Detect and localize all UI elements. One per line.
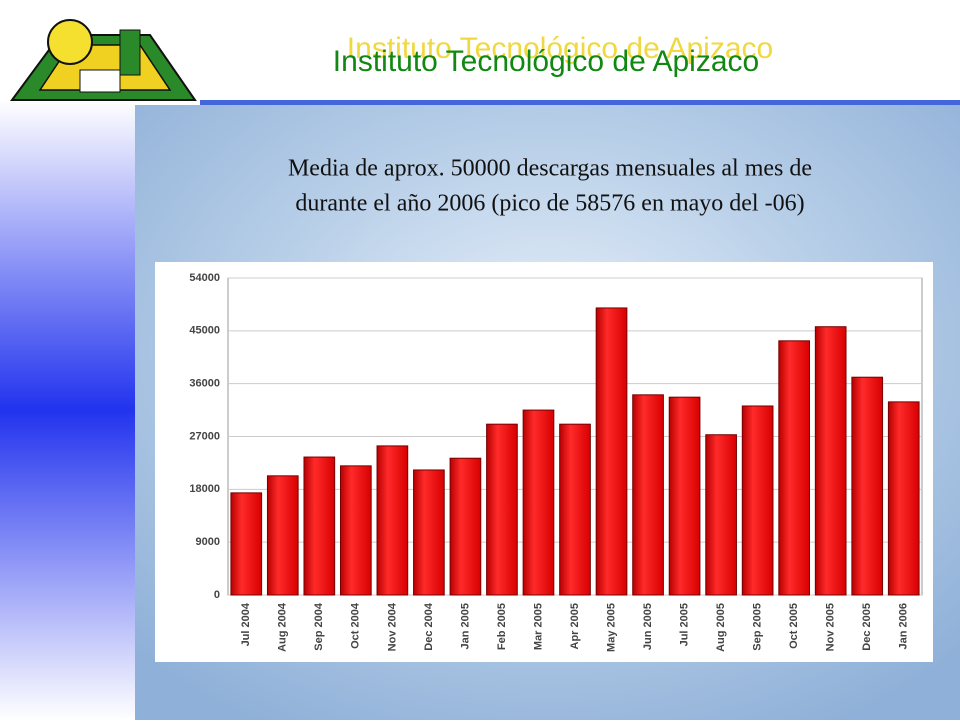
title: Instituto Tecnológico de Apizaco (333, 45, 759, 78)
y-tick-label: 36000 (189, 378, 220, 390)
x-tick-label: Apr 2005 (569, 603, 581, 649)
y-tick-label: 45000 (189, 325, 220, 337)
bar (230, 492, 263, 596)
title-shadow: Instituto Tecnológico de Apizaco (347, 32, 773, 65)
x-tick-label: Jan 2005 (459, 603, 471, 649)
bar (486, 423, 518, 596)
y-tick-label: 54000 (189, 272, 220, 284)
header-rule (200, 100, 960, 105)
x-tick-label: Dec 2004 (423, 602, 435, 651)
y-tick-label: 0 (214, 589, 220, 601)
bar (266, 475, 299, 596)
bar (413, 469, 445, 596)
x-tick-label: Dec 2005 (861, 603, 873, 651)
x-tick-label: Aug 2005 (715, 603, 727, 652)
x-tick-label: Jan 2006 (898, 603, 910, 649)
y-tick-label: 18000 (189, 483, 220, 495)
x-tick-label: Sep 2004 (313, 602, 325, 651)
bar (741, 405, 774, 596)
x-tick-label: Nov 2004 (386, 602, 398, 651)
bar (340, 465, 372, 596)
x-tick-label: Jun 2005 (642, 603, 654, 650)
bar (595, 307, 628, 596)
x-tick-label: May 2005 (605, 603, 617, 652)
x-tick-label: Sep 2005 (752, 603, 764, 651)
bar (887, 401, 920, 596)
bar (778, 340, 810, 596)
bar (668, 396, 701, 596)
y-tick-label: 27000 (189, 430, 220, 442)
x-tick-label: Aug 2004 (277, 602, 289, 652)
bar (522, 409, 555, 596)
x-tick-label: Nov 2005 (825, 603, 837, 651)
bar (851, 376, 884, 596)
left-band (0, 100, 135, 720)
logo (10, 19, 197, 101)
caption-line: Media de aprox. 50000 descargas mensuale… (288, 156, 812, 182)
bar (376, 445, 409, 596)
bar (559, 423, 591, 596)
x-tick-label: Oct 2004 (350, 602, 362, 649)
y-tick-label: 9000 (196, 536, 220, 548)
x-tick-label: Feb 2005 (496, 603, 508, 650)
bar (814, 326, 847, 596)
bar (632, 394, 664, 596)
bar (303, 456, 336, 596)
x-tick-label: Jul 2004 (240, 602, 252, 646)
x-tick-label: Jul 2005 (678, 603, 690, 646)
caption-line: durante el año 2006 (pico de 58576 en ma… (295, 191, 804, 217)
x-tick-label: Oct 2005 (788, 603, 800, 649)
x-tick-label: Mar 2005 (532, 603, 544, 650)
bar (705, 434, 737, 596)
bar (449, 457, 482, 596)
